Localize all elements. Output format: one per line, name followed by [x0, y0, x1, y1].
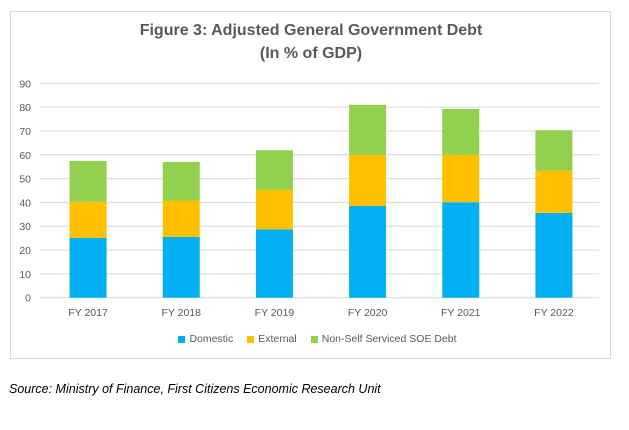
chart-frame	[10, 11, 611, 359]
bar-segment-domestic-fy-2019	[255, 229, 293, 298]
x-tick-label: FY 2022	[534, 307, 574, 319]
bar-segment-external-fy-2020	[349, 154, 387, 206]
y-tick-label: 10	[19, 269, 31, 281]
bar-segment-domestic-fy-2022	[535, 212, 573, 298]
y-tick-label: 30	[19, 221, 31, 233]
bar-segment-non-self-serviced-soe-debt-fy-2022	[535, 130, 573, 171]
legend-label-external: External	[258, 333, 297, 345]
bar-segment-non-self-serviced-soe-debt-fy-2017	[69, 160, 107, 202]
legend-item-soe-debt: Non-Self Serviced SOE Debt	[310, 333, 457, 345]
y-tick-label: 80	[19, 102, 31, 114]
x-tick-label: FY 2020	[348, 307, 388, 319]
y-tick-label: 90	[19, 78, 31, 90]
source-note: Source: Ministry of Finance, First Citiz…	[9, 382, 381, 396]
x-tick-label: FY 2018	[161, 307, 201, 319]
chart-title: Figure 3: Adjusted General Government De…	[139, 22, 483, 39]
bar-segment-non-self-serviced-soe-debt-fy-2021	[442, 109, 480, 155]
legend-item-external: External	[247, 333, 297, 345]
y-tick-label: 20	[19, 245, 31, 257]
legend-label-soe-debt: Non-Self Serviced SOE Debt	[321, 333, 457, 345]
bar-segment-external-fy-2019	[255, 189, 293, 230]
bar-segment-external-fy-2017	[69, 201, 107, 238]
x-tick-label: FY 2021	[441, 307, 481, 319]
y-tick-label: 70	[19, 126, 31, 138]
x-tick-label: FY 2019	[255, 307, 295, 319]
y-tick-label: 0	[25, 293, 31, 305]
legend-label-domestic: Domestic	[189, 333, 234, 345]
bar-segment-domestic-fy-2020	[349, 205, 387, 298]
y-tick-label: 60	[19, 150, 31, 162]
chart-subtitle: (In % of GDP)	[259, 45, 363, 62]
legend-swatch-domestic	[178, 335, 186, 343]
bar-segment-domestic-fy-2017	[69, 237, 107, 298]
bar-segment-non-self-serviced-soe-debt-fy-2019	[255, 150, 293, 190]
bar-segment-external-fy-2021	[442, 154, 480, 203]
legend: Domestic External Non-Self Serviced SOE …	[0, 333, 629, 345]
legend-swatch-external	[247, 335, 255, 343]
bar-segment-domestic-fy-2021	[442, 202, 480, 298]
bars	[69, 104, 573, 298]
legend-item-domestic: Domestic	[178, 333, 233, 345]
y-axis-ticks: 0 10 20 30 40 50 60 70 80 90	[19, 78, 31, 304]
x-axis-ticks: FY 2017 FY 2018 FY 2019 FY 2020 FY 2021 FY 20…	[68, 307, 573, 319]
bar-segment-domestic-fy-2018	[162, 236, 200, 298]
bar-segment-external-fy-2018	[162, 200, 200, 237]
x-tick-label: FY 2017	[68, 307, 108, 319]
bar-segment-non-self-serviced-soe-debt-fy-2020	[349, 104, 387, 155]
bar-segment-external-fy-2022	[535, 170, 573, 213]
y-tick-label: 40	[19, 197, 31, 209]
y-tick-label: 50	[19, 174, 31, 186]
legend-swatch-soe-debt	[310, 335, 318, 343]
gridlines	[40, 82, 599, 299]
bar-segment-non-self-serviced-soe-debt-fy-2018	[162, 161, 200, 201]
